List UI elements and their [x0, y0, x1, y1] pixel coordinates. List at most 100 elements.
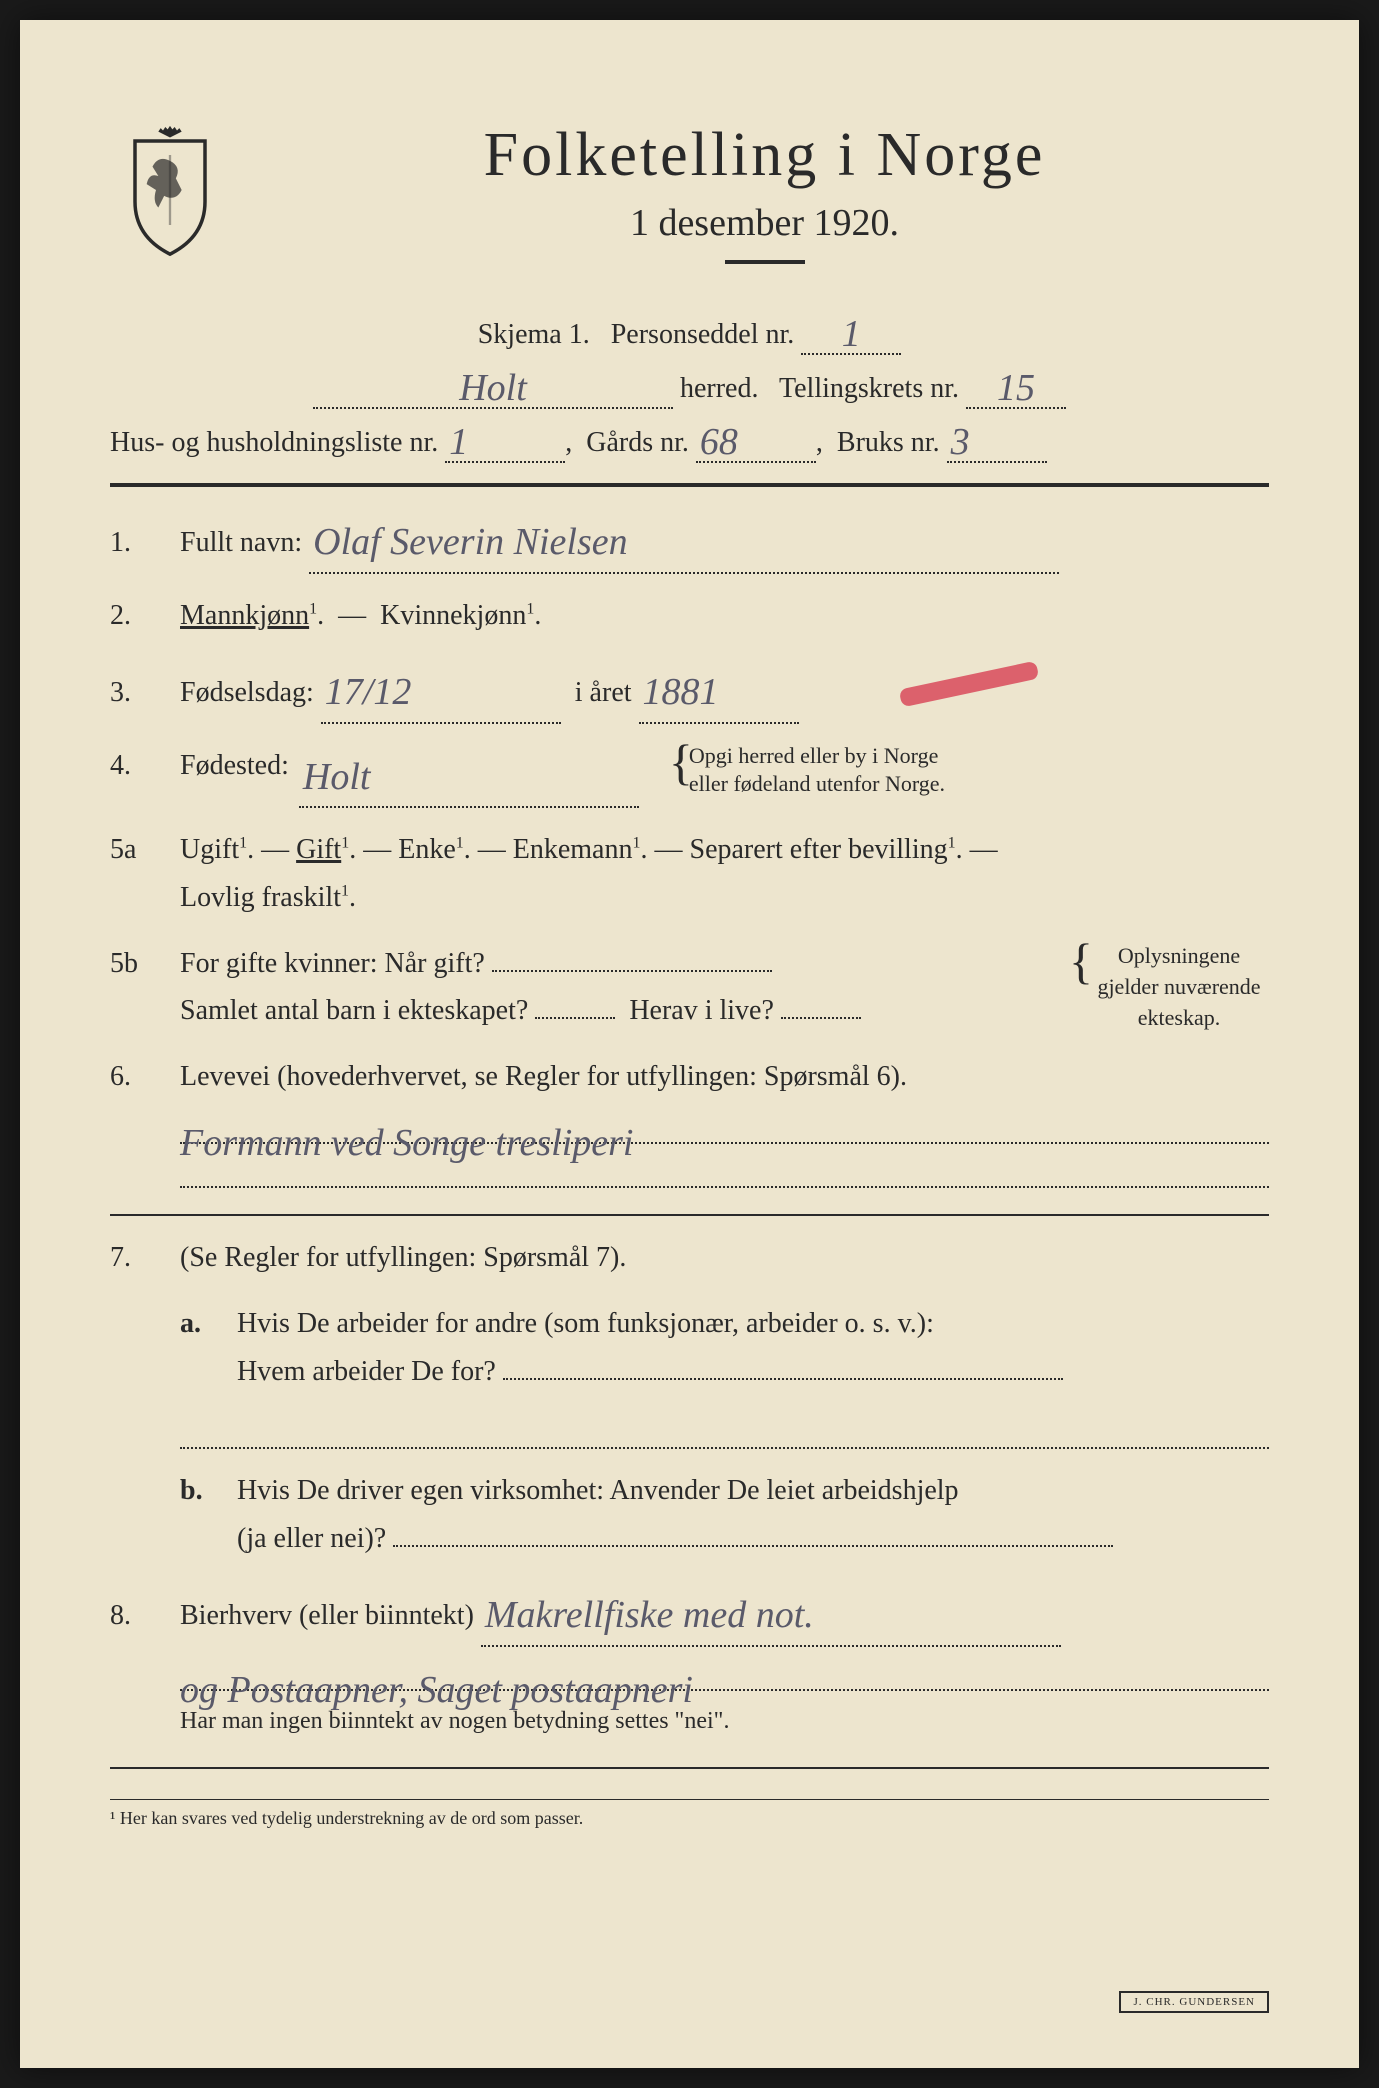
personseddel-nr: 1: [842, 313, 861, 355]
q5a-gift: Gift: [296, 834, 341, 865]
gards-label: Gårds nr.: [586, 427, 689, 458]
q6-field-2: [180, 1152, 1269, 1188]
q8-num: 8.: [110, 1592, 180, 1640]
divider-2: [110, 1214, 1269, 1216]
q5b-field1: [492, 970, 772, 972]
q8-value2: og Postaapner, Saget postaapneri: [180, 1658, 693, 1694]
q1-num: 1.: [110, 519, 180, 567]
title-block: Folketelling i Norge 1 desember 1920.: [260, 120, 1269, 289]
question-7: 7. (Se Regler for utfyllingen: Spørsmål …: [110, 1234, 1269, 1562]
meta-line-3: Hus- og husholdningsliste nr. 1, Gårds n…: [110, 417, 1269, 463]
q5a-ugift: Ugift: [180, 834, 239, 865]
q3-label: Fødselsdag:: [180, 677, 314, 708]
question-8: 8. Bierhverv (eller biinntekt) Makrellfi…: [110, 1580, 1269, 1741]
tellingskrets-nr: 15: [997, 367, 1035, 409]
q7b-label: Hvis De driver egen virksomhet: Anvender…: [237, 1475, 959, 1506]
husliste-nr: 1: [449, 421, 468, 463]
q2-kvinne: Kvinnekjønn: [380, 600, 526, 631]
bruks-field: 3: [947, 417, 1047, 463]
q7-num: 7.: [110, 1234, 180, 1282]
q5b-note3: ekteskap.: [1138, 1005, 1220, 1030]
question-6: 6. Levevei (hovederhvervet, se Regler fo…: [110, 1053, 1269, 1197]
q5a-enke: Enke: [398, 834, 456, 865]
footnote: ¹ Her kan svares ved tydelig understrekn…: [110, 1799, 1269, 1829]
q6-value: Formann ved Songe tresliperi: [180, 1111, 633, 1147]
question-5b: 5b For gifte kvinner: Når gift? Samlet a…: [110, 940, 1269, 1035]
q7b-sub: (ja eller nei)?: [237, 1523, 386, 1554]
q2-mann: Mannkjønn: [180, 600, 309, 631]
q7b-field: [393, 1545, 1113, 1547]
q5b-note1: Oplysningene: [1118, 943, 1240, 968]
q8-field-2: og Postaapner, Saget postaapneri: [180, 1655, 1269, 1691]
q3-num: 3.: [110, 669, 180, 717]
q7a-field: [503, 1378, 1063, 1380]
personseddel-label: Personseddel nr.: [611, 319, 795, 350]
q4-note: Opgi herred eller by i Norge eller fødel…: [669, 742, 945, 799]
gards-nr: 68: [700, 421, 738, 463]
herred-value: Holt: [459, 367, 527, 409]
tellingskrets-field: 15: [966, 363, 1066, 409]
bruks-label: Bruks nr.: [837, 427, 940, 458]
question-3: 3. Fødselsdag: 17/12 i året 1881: [110, 657, 1269, 724]
q5b-label3: Herav i live?: [629, 995, 774, 1026]
q4-value: Holt: [303, 756, 371, 798]
q1-label: Fullt navn:: [180, 527, 302, 558]
q4-note1: Opgi herred eller by i Norge: [689, 743, 938, 768]
q5b-label2: Samlet antal barn i ekteskapet?: [180, 995, 528, 1026]
q4-num: 4.: [110, 742, 180, 790]
meta-section: Skjema 1. Personseddel nr. 1 Holt herred…: [110, 309, 1269, 463]
q1-value: Olaf Severin Nielsen: [313, 521, 627, 563]
q5a-num: 5a: [110, 826, 180, 874]
herred-field: Holt: [313, 363, 673, 409]
q7-label: (Se Regler for utfyllingen: Spørsmål 7).: [180, 1242, 626, 1273]
q8-field-1: Makrellfiske med not.: [481, 1580, 1061, 1647]
skjema-label: Skjema 1.: [478, 319, 590, 350]
q5b-field2: [535, 1017, 615, 1019]
meta-line-2: Holt herred. Tellingskrets nr. 15: [110, 363, 1269, 409]
q7a-label: Hvis De arbeider for andre (som funksjon…: [237, 1308, 934, 1339]
q4-field: Holt: [299, 742, 639, 809]
divider-3: [110, 1767, 1269, 1769]
gards-field: 68: [696, 417, 816, 463]
meta-line-1: Skjema 1. Personseddel nr. 1: [110, 309, 1269, 355]
question-1: 1. Fullt navn: Olaf Severin Nielsen: [110, 507, 1269, 574]
q1-field: Olaf Severin Nielsen: [309, 507, 1059, 574]
q3-day: 17/12: [325, 671, 412, 713]
title-rule: [725, 260, 805, 264]
bruks-nr: 3: [951, 421, 970, 463]
q3-day-field: 17/12: [321, 657, 561, 724]
question-5a: 5a Ugift1. — Gift1. — Enke1. — Enkemann1…: [110, 826, 1269, 921]
question-4: 4. Fødested: Holt Opgi herred eller by i…: [110, 742, 1269, 809]
q5b-field3: [781, 1017, 861, 1019]
question-2: 2. Mannkjønn1. — Kvinnekjønn1.: [110, 592, 1269, 640]
personseddel-nr-field: 1: [801, 309, 901, 355]
q7a-letter: a.: [180, 1300, 230, 1348]
q7a-field-2: [180, 1413, 1269, 1449]
divider-1: [110, 483, 1269, 487]
q6-label: Levevei (hovederhvervet, se Regler for u…: [180, 1061, 907, 1092]
main-title: Folketelling i Norge: [260, 120, 1269, 191]
q8-value1: Makrellfiske med not.: [485, 1594, 814, 1636]
q5b-num: 5b: [110, 940, 180, 988]
q3-year-field: 1881: [639, 657, 799, 724]
husliste-label: Hus- og husholdningsliste nr.: [110, 427, 438, 458]
census-form-page: Folketelling i Norge 1 desember 1920. Sk…: [20, 20, 1359, 2068]
q8-label: Bierhverv (eller biinntekt): [180, 1600, 474, 1631]
printer-stamp: J. CHR. GUNDERSEN: [1119, 1991, 1269, 2013]
q5a-enkemann: Enkemann: [513, 834, 633, 865]
norwegian-crest-icon: [110, 120, 230, 260]
q7a-sub: Hvem arbeider De for?: [237, 1356, 496, 1387]
q3-year: 1881: [643, 671, 719, 713]
q6-num: 6.: [110, 1053, 180, 1101]
q5b-note: Oplysningene gjelder nuværende ekteskap.: [1069, 941, 1269, 1033]
husliste-field: 1: [445, 417, 565, 463]
q3-year-label: i året: [575, 677, 632, 708]
subtitle: 1 desember 1920.: [260, 201, 1269, 245]
q6-field: Formann ved Songe tresliperi: [180, 1108, 1269, 1144]
q2-num: 2.: [110, 592, 180, 640]
q7b-letter: b.: [180, 1467, 230, 1515]
header: Folketelling i Norge 1 desember 1920.: [110, 120, 1269, 289]
q4-note2: eller fødeland utenfor Norge.: [689, 771, 945, 796]
herred-label: herred.: [680, 373, 759, 404]
q5b-label1: For gifte kvinner: Når gift?: [180, 948, 485, 979]
